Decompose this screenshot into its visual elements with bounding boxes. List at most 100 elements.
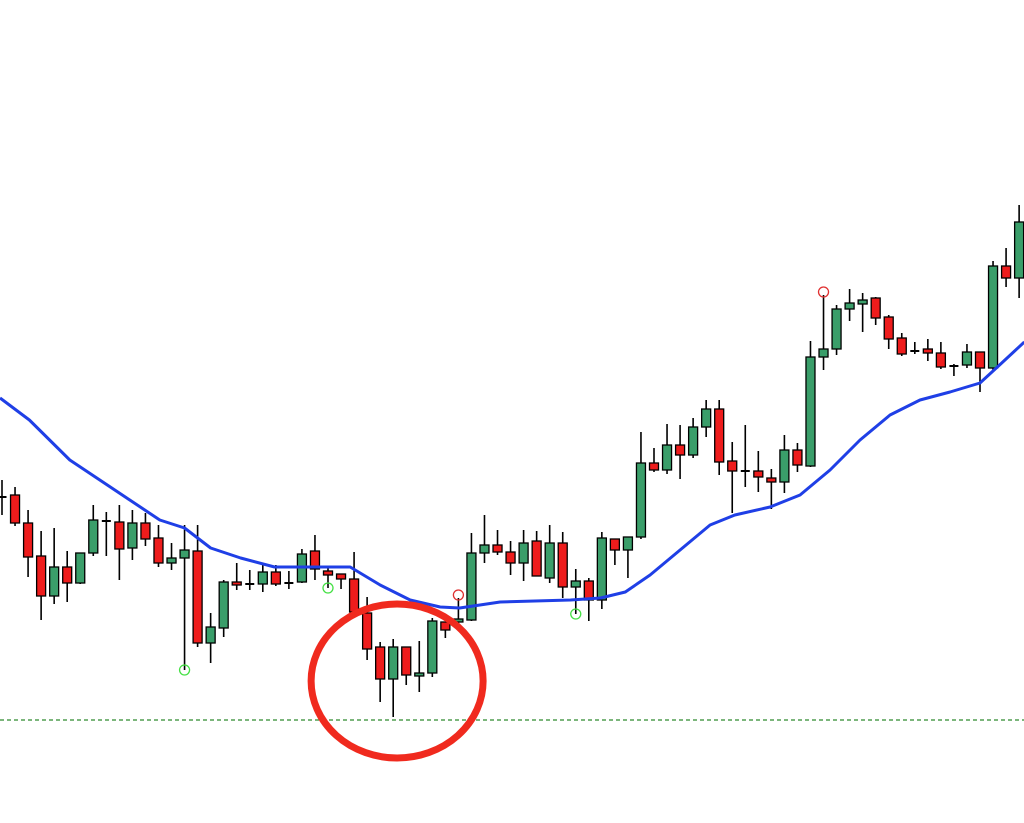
candle — [309, 535, 321, 580]
candle-body-bull — [205, 626, 216, 644]
candle-body-bull — [518, 542, 529, 564]
candle — [127, 510, 138, 560]
candle — [987, 261, 999, 370]
candle — [687, 418, 699, 458]
candle — [75, 552, 86, 584]
candle-body-bull — [961, 351, 973, 366]
candle — [557, 532, 568, 598]
candle-body-bear — [401, 646, 412, 676]
candle — [1000, 248, 1012, 287]
candle — [714, 400, 725, 475]
candle — [322, 567, 334, 588]
candle — [935, 342, 947, 369]
candle-body-bear — [714, 408, 725, 463]
candle-body-bull — [805, 356, 816, 467]
candle-body-bull — [687, 426, 699, 456]
candle — [974, 351, 986, 392]
candle-body-bear — [375, 646, 386, 680]
candle — [831, 305, 842, 355]
candle-body-bear — [505, 551, 516, 564]
candle-body-bull — [779, 449, 790, 483]
candle — [479, 515, 490, 563]
candle — [335, 573, 347, 589]
candle-body-bull — [844, 302, 855, 310]
candle-body-bull — [388, 646, 399, 680]
candle-body-bear — [270, 571, 281, 585]
candle — [414, 641, 425, 692]
candle-body-bull — [596, 537, 607, 601]
candle-body-bear — [153, 537, 164, 564]
candle-body-bear — [192, 550, 203, 644]
candle-body-bull — [701, 408, 712, 428]
annotation-layer — [307, 600, 487, 762]
candle — [245, 570, 255, 590]
candle-body-bull — [544, 542, 555, 579]
candle — [348, 552, 360, 615]
candle — [192, 525, 203, 647]
candle — [101, 512, 111, 556]
candle — [140, 513, 151, 546]
candle — [648, 448, 660, 472]
candle-body-bear — [648, 462, 660, 471]
candle-body-bear — [335, 573, 347, 580]
candle-body-bear — [361, 612, 373, 650]
candle — [857, 293, 868, 332]
candle — [701, 400, 712, 437]
candle — [896, 333, 907, 356]
candle — [427, 618, 438, 677]
candle-body-bear — [766, 477, 777, 483]
candle-body-bear — [870, 297, 881, 319]
candle-body-bear — [557, 542, 568, 588]
candle — [609, 538, 621, 565]
candle-body-bear — [1000, 265, 1012, 279]
candle-body-bull — [1013, 221, 1024, 279]
candle — [49, 528, 60, 604]
candle — [257, 565, 268, 592]
candle — [544, 525, 555, 583]
candle-body-bear — [440, 621, 451, 631]
candle — [62, 551, 73, 602]
candle-body-bull — [257, 571, 268, 585]
candle — [910, 342, 920, 354]
fractal-low-marker — [570, 608, 582, 620]
candle-body-bear — [22, 522, 34, 558]
candle — [922, 339, 933, 361]
candle-body-bear — [322, 570, 334, 576]
candle-body-bull — [857, 299, 868, 305]
candle-body-bear — [974, 351, 986, 369]
candle-body-bear — [309, 550, 321, 570]
candle-body-bear — [883, 316, 894, 340]
candle — [88, 505, 99, 556]
candle-body-bear — [9, 494, 21, 524]
candle — [9, 487, 21, 526]
candle-body-bear — [62, 566, 73, 584]
fractal-markers-layer — [178, 286, 830, 676]
candle-body-bull — [622, 536, 634, 551]
candle — [727, 442, 738, 513]
fractal-low-marker — [178, 664, 191, 676]
candle-body-bear — [935, 352, 947, 368]
candle — [661, 424, 673, 474]
candle-body-bear — [114, 521, 125, 550]
candle-body-bull — [75, 552, 86, 584]
moving-average-line — [0, 340, 1024, 610]
fractal-low-marker — [322, 582, 334, 594]
candle-body-bull — [831, 308, 842, 350]
candle — [753, 451, 764, 492]
moving-average-layer — [0, 340, 1024, 610]
candle-body-bull — [987, 265, 999, 369]
candle — [570, 569, 581, 614]
candle — [818, 295, 829, 370]
candle — [961, 344, 973, 368]
candle-body-bull — [635, 462, 647, 538]
candle — [231, 563, 242, 590]
candle — [779, 435, 790, 493]
candle — [375, 642, 386, 702]
candle — [22, 510, 34, 577]
candle-body-bear — [753, 470, 764, 478]
candle — [792, 443, 803, 472]
fractal-high-marker — [452, 589, 465, 601]
candle-body-bull — [88, 519, 99, 554]
candle-body-bear — [609, 538, 621, 551]
